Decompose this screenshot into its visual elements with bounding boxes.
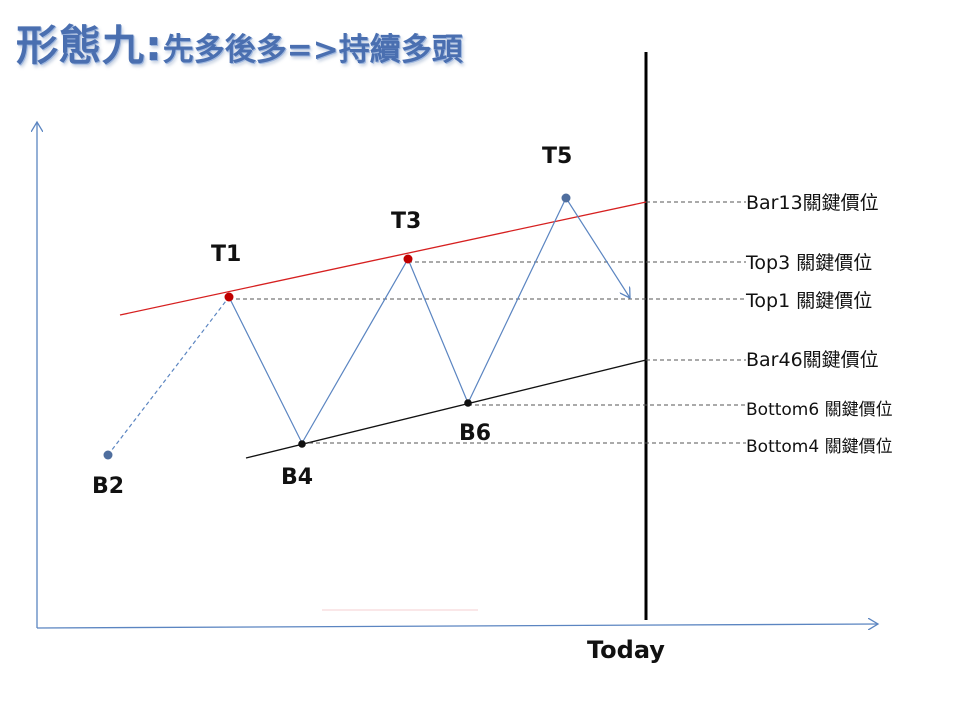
label-top3: Top3 關鍵價位 xyxy=(745,252,872,274)
support-line xyxy=(245,359,647,459)
marker-b2 xyxy=(103,450,113,460)
label-top1: Top1 關鍵價位 xyxy=(745,290,872,312)
label-bar13: Bar13關鍵價位 xyxy=(746,192,879,214)
marker-t1 xyxy=(224,292,234,302)
marker-t3 xyxy=(403,254,413,264)
today-label: Today xyxy=(587,636,665,664)
marker-b4 xyxy=(298,440,306,448)
label-t3: T3 xyxy=(391,209,421,234)
title-subtitle: 先多後多=>持續多頭 xyxy=(162,32,463,68)
label-b2: B2 xyxy=(92,474,124,499)
x-axis xyxy=(36,624,878,628)
label-bottom4: Bottom4 關鍵價位 xyxy=(746,437,893,457)
label-b4: B4 xyxy=(281,465,313,490)
level-guides xyxy=(229,201,746,444)
label-bar46: Bar46關鍵價位 xyxy=(746,349,879,371)
page-title: 形態九:先多後多=>持續多頭 xyxy=(16,12,463,72)
price-path xyxy=(228,196,630,445)
price-path-dashed xyxy=(107,296,230,456)
title-main: 形態九: xyxy=(16,21,163,70)
label-t5: T5 xyxy=(542,144,572,169)
label-b6: B6 xyxy=(459,421,491,446)
resistance-line xyxy=(119,201,647,316)
label-t1: T1 xyxy=(211,242,241,267)
label-bottom6: Bottom6 關鍵價位 xyxy=(746,400,893,420)
marker-t5 xyxy=(561,193,571,203)
marker-b6 xyxy=(464,399,472,407)
